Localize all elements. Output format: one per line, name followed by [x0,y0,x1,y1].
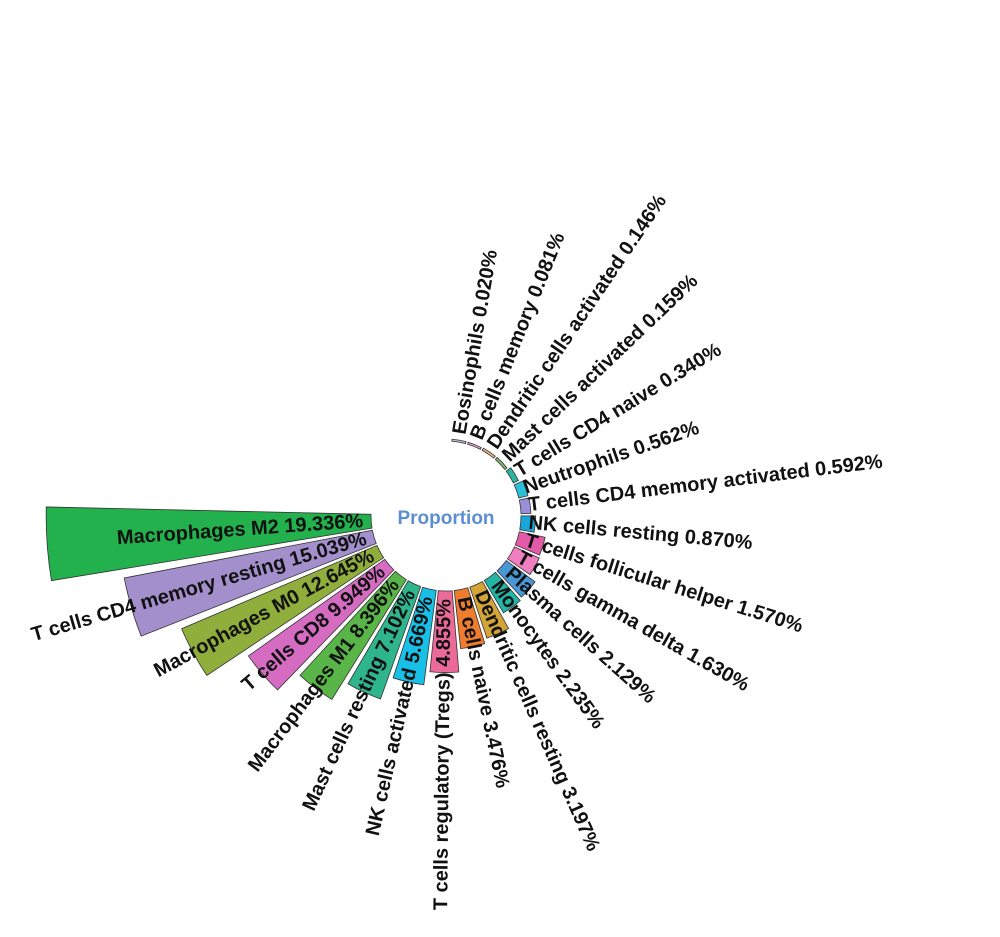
bar-t-cells-regulatory-tregs- [429,590,460,673]
center-label: Proportion [397,508,494,529]
bar-t-cells-cd4-memory-resting [123,529,377,637]
bar-neutrophils [513,480,529,499]
bar-eosinophils [451,438,467,445]
bar-mast-cells-resting [347,580,422,700]
bar-b-cells-naive [453,587,486,650]
bar-macrophages-m2 [45,506,373,582]
bar-plasma-cells [496,560,536,598]
bar-t-cells-cd4-memory-activated [518,497,532,515]
bar-mast-cells-activated [494,456,508,471]
bar-dendritic-cells-resting [469,580,510,639]
bar-dendritic-cells-activated [481,447,496,459]
label-t-cells-regulatory-tregs-: T cells regulatory (Tregs) 4.855% [430,599,455,911]
bar-nk-cells-activated [392,586,437,686]
bars-layer [45,438,546,700]
bar-macrophages-m1 [299,570,407,700]
bar-t-cells-follicular-helper [514,531,546,556]
bar-t-cells-gamma-delta [506,546,540,576]
bar-monocytes [483,571,521,614]
bar-nk-cells-resting [519,515,537,533]
bar-t-cells-cd4-naive [505,467,520,484]
bar-b-cells-memory [467,441,482,450]
bar-macrophages-m0 [181,544,385,677]
bar-t-cells-cd8 [247,558,395,691]
